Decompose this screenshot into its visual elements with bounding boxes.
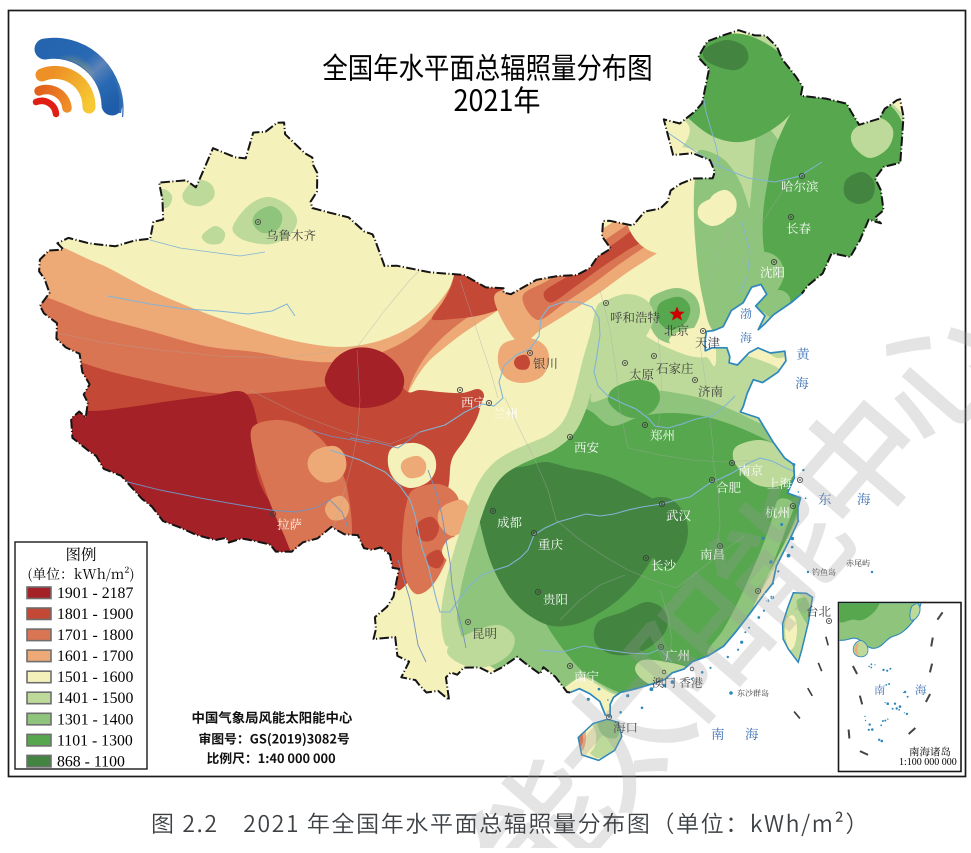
svg-text:1601 - 1700: 1601 - 1700 [57,648,133,665]
svg-text:1:100 000 000: 1:100 000 000 [899,757,957,768]
svg-text:1401 - 1500: 1401 - 1500 [57,690,133,707]
svg-text:868 - 1100: 868 - 1100 [57,753,125,770]
svg-text:1801 - 1900: 1801 - 1900 [57,606,133,623]
svg-text:1901 - 2187: 1901 - 2187 [57,585,133,602]
svg-text:1301 - 1400: 1301 - 1400 [57,711,133,728]
svg-text:1701 - 1800: 1701 - 1800 [57,627,133,644]
svg-text:1101 - 1300: 1101 - 1300 [57,732,133,749]
svg-text:1501 - 1600: 1501 - 1600 [57,669,133,686]
